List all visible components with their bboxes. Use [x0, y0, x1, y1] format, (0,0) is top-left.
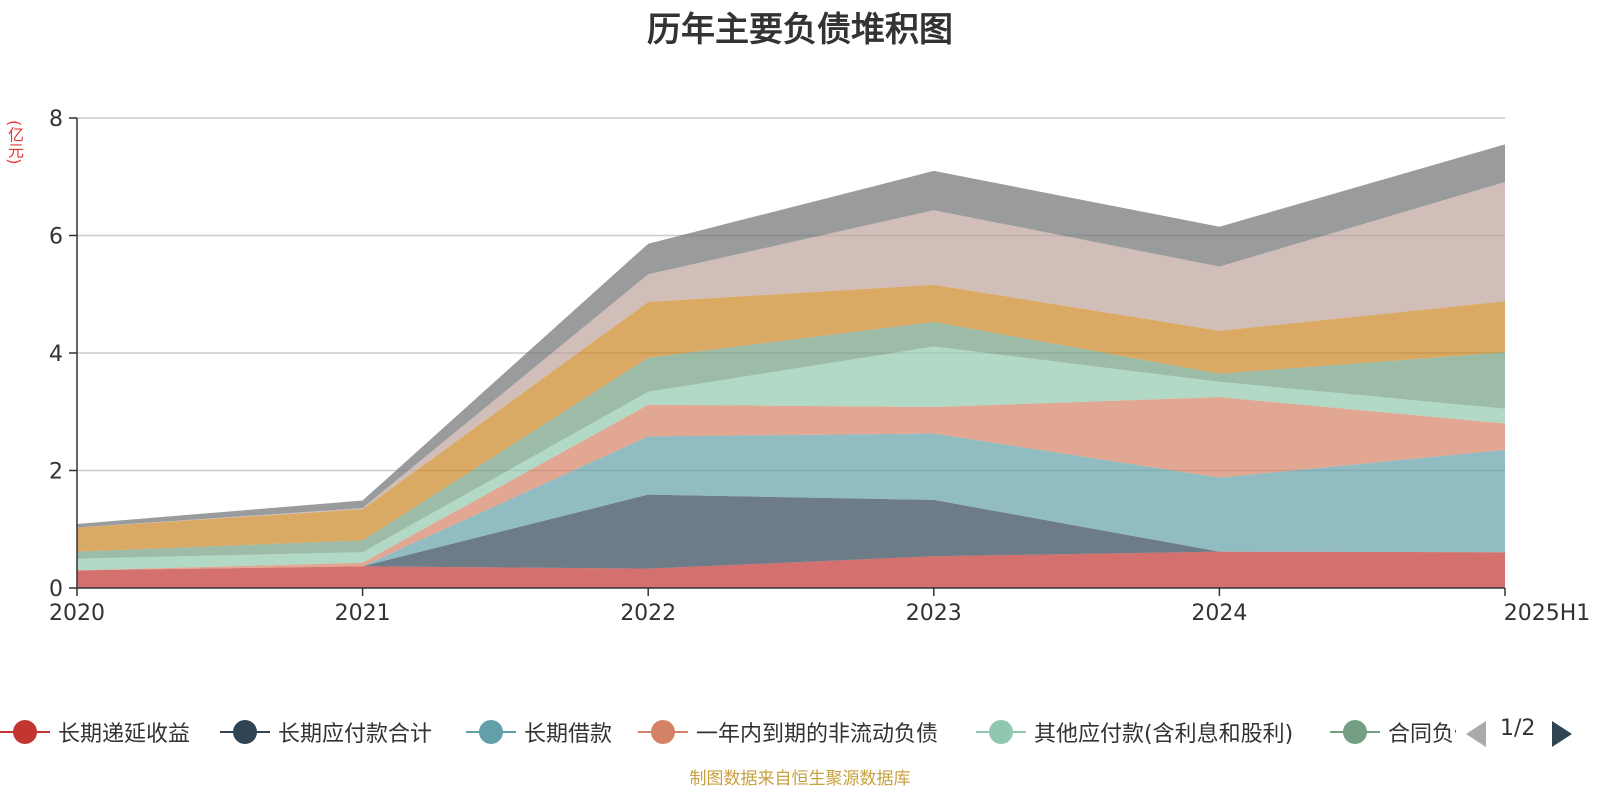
- legend-items: 长期递延收益 长期应付款合计 长期借款 一年内到期的非流动负债 其他应付款(含利息和股利…: [0, 712, 1456, 752]
- area-series-8: [77, 182, 1505, 528]
- legend-page-indicator: 1/2: [1500, 716, 1536, 741]
- legend-marker-icon: [976, 712, 1026, 752]
- legend-label: 长期应付款合计: [278, 722, 433, 747]
- legend: 长期递延收益 长期应付款合计 长期借款 一年内到期的非流动负债 其他应付款(含利息和股利…: [0, 712, 1600, 752]
- chart-title: 历年主要负债堆积图: [647, 10, 953, 50]
- legend-item[interactable]: 其他应付款(含利息和股利): [976, 712, 1293, 752]
- legend-marker-icon: [1330, 712, 1380, 752]
- y-tick-label: 8: [49, 107, 63, 132]
- axes: 0 2 4 6 8 2020 2021 2022 2023 2024 2025H1: [49, 107, 1590, 626]
- legend-label: 长期借款: [524, 722, 613, 747]
- legend-item[interactable]: 一年内到期的非流动负债: [638, 712, 938, 752]
- legend-marker-icon: [0, 712, 50, 752]
- area-series-5: [77, 346, 1505, 571]
- legend-label: 长期递延收益: [58, 722, 191, 747]
- y-axis-unit-label: (亿元): [5, 120, 24, 165]
- x-tick-label: 2022: [620, 601, 676, 626]
- x-tick-label: 2023: [906, 601, 962, 626]
- legend-label: 一年内到期的非流动负债: [696, 722, 939, 747]
- legend-label: 其他应付款(含利息和股利): [1034, 722, 1294, 747]
- source-note: 制图数据来自恒生聚源数据库: [689, 769, 911, 789]
- y-tick-label: 6: [49, 225, 63, 250]
- area-series-6: [77, 321, 1505, 559]
- legend-item[interactable]: 长期借款: [466, 712, 612, 752]
- area-series-9: [77, 144, 1505, 528]
- x-tick-label: 2021: [335, 601, 391, 626]
- chart-plot: 0 2 4 6 8 2020 2021 2022 2023 2024 2025H1: [49, 107, 1590, 626]
- x-tick-label: 2025H1: [1504, 601, 1591, 626]
- area-series-2: [77, 494, 1505, 571]
- legend-label: 合同负债: [1388, 722, 1456, 747]
- y-tick-label: 4: [49, 342, 63, 367]
- legend-marker-icon: [466, 712, 516, 752]
- legend-next-page-icon[interactable]: [1552, 721, 1572, 747]
- legend-item[interactable]: 长期应付款合计: [220, 712, 432, 752]
- x-tick-label: 2020: [49, 601, 105, 626]
- y-tick-label: 2: [49, 460, 63, 485]
- legend-marker-icon: [220, 712, 270, 752]
- area-series-3: [77, 433, 1505, 571]
- legend-marker-icon: [638, 712, 688, 752]
- area-series-7: [77, 284, 1505, 552]
- x-tick-label: 2024: [1191, 601, 1247, 626]
- stacked-areas: [77, 144, 1505, 588]
- legend-prev-page-icon[interactable]: [1466, 721, 1486, 747]
- y-tick-label: 0: [49, 577, 63, 602]
- legend-item[interactable]: 长期递延收益: [0, 712, 190, 752]
- area-series-1: [77, 551, 1505, 588]
- legend-item[interactable]: 合同负债: [1330, 712, 1456, 752]
- area-series-4: [77, 397, 1505, 571]
